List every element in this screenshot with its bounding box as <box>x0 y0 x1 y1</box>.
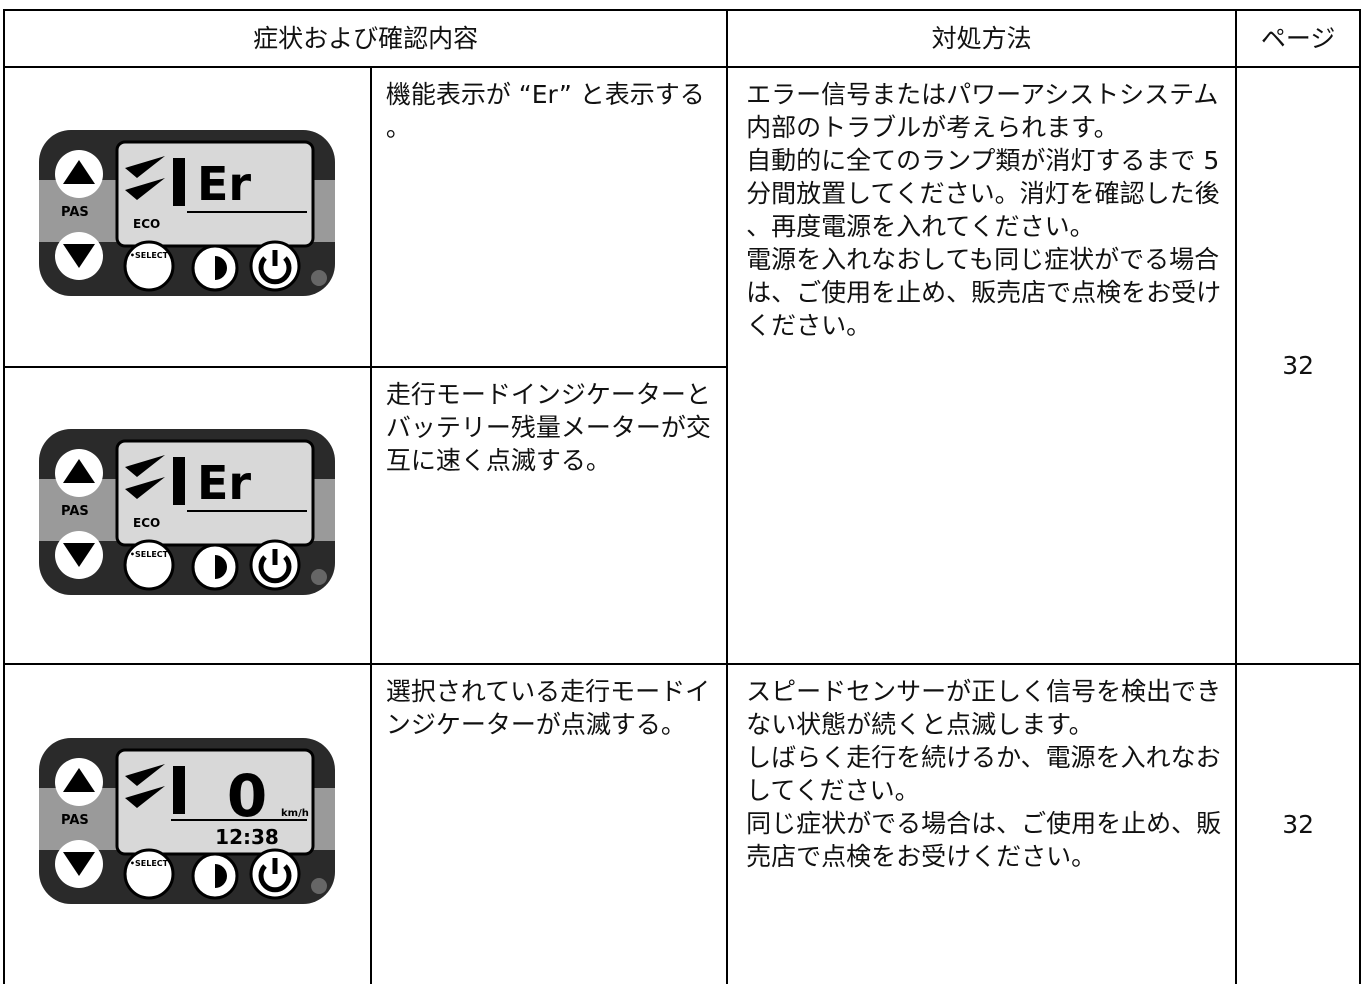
device-label: •SELECT <box>130 859 169 868</box>
device-label: PAS <box>61 205 89 220</box>
remedy-paragraph: 同じ症状がでる場合は、ご使用を止め、販売店で点検をお受けください。 <box>746 809 1222 871</box>
symptom: 選択されている走行モードインジケーターが点滅する。 <box>369 663 729 984</box>
remedy-paragraph: スピードセンサーが正しく信号を検出できない状態が続くと点滅します。 <box>746 677 1222 739</box>
header-cell: 症状および確認内容 <box>2 9 729 68</box>
remedy: スピードセンサーが正しく信号を検出できない状態が続くと点滅します。 しばらく走行を… <box>726 663 1238 984</box>
header-cell: ページ <box>1235 9 1361 68</box>
page-number: 32 <box>1235 66 1361 665</box>
remedy-paragraph: エラー信号またはパワーアシストシステム内部のトラブルが考えられます。 <box>746 80 1219 142</box>
device-label: 12:38 <box>216 825 280 849</box>
device-label: km/h <box>281 808 309 819</box>
device-label: •SELECT <box>130 550 169 559</box>
display-cell: PAS •SELECT 0 km/h 12:38 <box>3 663 372 984</box>
display-cell: PAS •SELECT Er ECO <box>3 66 372 368</box>
remedy-paragraph: しばらく走行を続けるか、電源を入れなおしてください。 <box>746 743 1221 805</box>
device-label: ECO <box>133 516 160 530</box>
device-label: PAS <box>61 504 89 519</box>
device-label: 0 <box>227 762 267 830</box>
page-number: 32 <box>1235 663 1361 984</box>
device-label: •SELECT <box>130 251 169 260</box>
device-illustration: PAS •SELECT 0 km/h12:38 <box>39 737 336 904</box>
header-cell: 対処方法 <box>726 9 1238 68</box>
troubleshooting-table: 症状および確認内容 対処方法 ページ PAS •SELECT Er ECO 機能表… <box>2 9 1361 984</box>
remedy-paragraph: 電源を入れなおしても同じ症状がでる場合は、ご使用を止め、販売店で点検をお受けくだ… <box>746 245 1222 340</box>
device-illustration: PAS •SELECT Er ECO <box>39 428 336 595</box>
device-label: PAS <box>61 813 89 828</box>
device-label: ECO <box>133 217 160 231</box>
device-label: Er <box>197 456 251 510</box>
symptom: 機能表示が “Er” と表示する。 <box>369 66 729 368</box>
remedy: エラー信号またはパワーアシストシステム内部のトラブルが考えられます。 自動的に全て… <box>726 66 1238 665</box>
remedy-paragraph: 自動的に全てのランプ類が消灯するまで 5 分間放置してください。消灯を確認した後… <box>746 146 1220 241</box>
device-illustration: PAS •SELECT Er ECO <box>39 130 336 296</box>
device-label: Er <box>197 157 251 211</box>
symptom: 走行モードインジケーターとバッテリー残量メーターが交互に速く点滅する。 <box>369 366 729 665</box>
display-cell: PAS •SELECT Er ECO <box>3 366 372 665</box>
